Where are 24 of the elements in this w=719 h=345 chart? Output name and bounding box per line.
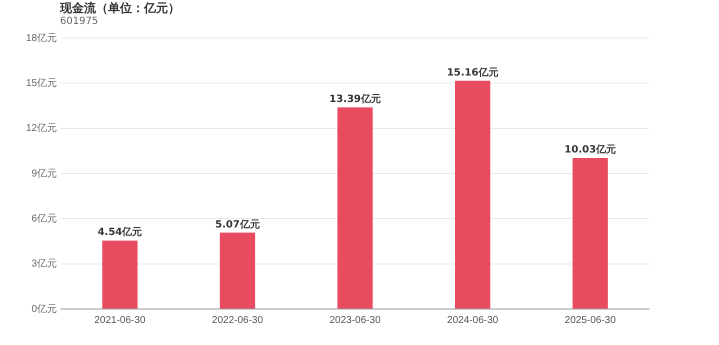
data-label: 13.39亿元 — [329, 93, 381, 105]
bar — [102, 240, 138, 308]
y-tick-label: 0亿元 — [32, 304, 58, 315]
y-tick-label: 3亿元 — [32, 258, 58, 270]
x-tick-label: 2023-06-30 — [329, 314, 382, 326]
y-tick-label: 12亿元 — [26, 123, 58, 134]
y-tick-label: 18亿元 — [26, 32, 58, 44]
y-tick-label: 15亿元 — [26, 78, 58, 89]
data-label: 4.54亿元 — [98, 226, 142, 238]
data-label: 15.16亿元 — [446, 66, 498, 78]
chart-title: 现金流（单位：亿元） — [60, 0, 180, 16]
x-tick-label: 2025-06-30 — [564, 314, 616, 326]
bar — [220, 232, 256, 308]
y-tick-label: 6亿元 — [32, 213, 58, 224]
data-label: 5.07亿元 — [215, 218, 260, 230]
chart-subtitle: 601975 — [60, 16, 98, 27]
data-label: 10.03亿元 — [564, 144, 616, 156]
y-tick-label: 9亿元 — [32, 168, 58, 180]
x-tick-label: 2021-06-30 — [94, 314, 146, 326]
x-tick-label: 2024-06-30 — [447, 314, 499, 326]
bar — [337, 107, 373, 308]
x-tick-label: 2022-06-30 — [212, 314, 264, 326]
bar — [572, 158, 608, 308]
bar — [455, 80, 490, 308]
